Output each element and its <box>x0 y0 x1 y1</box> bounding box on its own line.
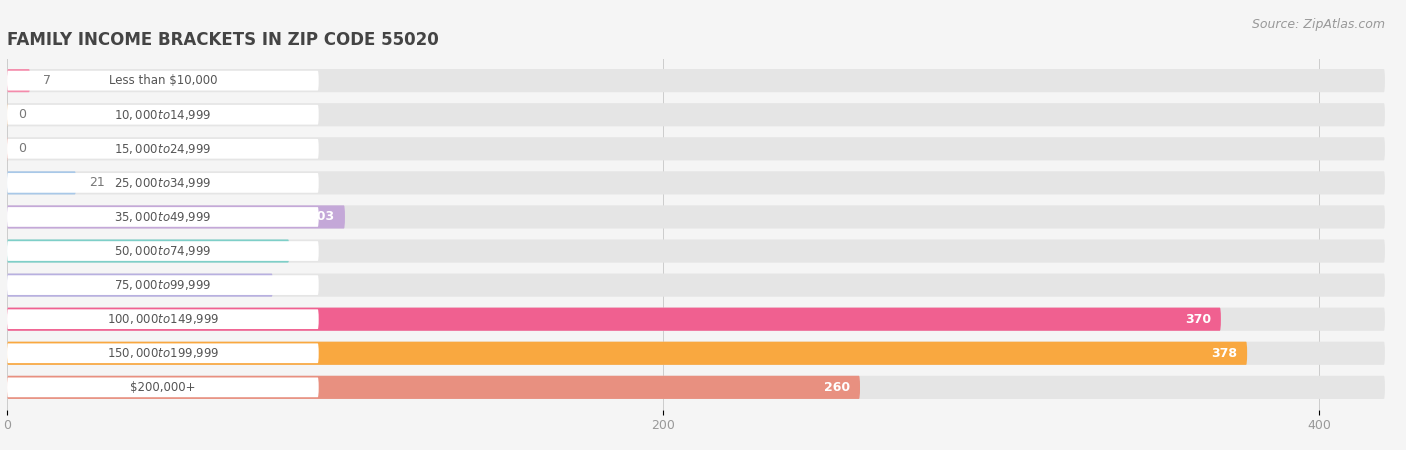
Text: 0: 0 <box>18 108 27 121</box>
FancyBboxPatch shape <box>7 171 1385 194</box>
Text: 103: 103 <box>309 211 335 224</box>
Text: $15,000 to $24,999: $15,000 to $24,999 <box>114 142 211 156</box>
FancyBboxPatch shape <box>7 241 319 261</box>
FancyBboxPatch shape <box>7 207 319 227</box>
FancyBboxPatch shape <box>7 239 290 263</box>
Text: $35,000 to $49,999: $35,000 to $49,999 <box>114 210 211 224</box>
FancyBboxPatch shape <box>7 274 1385 297</box>
Text: $50,000 to $74,999: $50,000 to $74,999 <box>114 244 211 258</box>
FancyBboxPatch shape <box>7 139 319 159</box>
Text: $75,000 to $99,999: $75,000 to $99,999 <box>114 278 211 292</box>
FancyBboxPatch shape <box>7 343 319 363</box>
Text: 378: 378 <box>1212 347 1237 360</box>
Text: FAMILY INCOME BRACKETS IN ZIP CODE 55020: FAMILY INCOME BRACKETS IN ZIP CODE 55020 <box>7 31 439 49</box>
FancyBboxPatch shape <box>7 239 1385 263</box>
FancyBboxPatch shape <box>7 171 76 194</box>
FancyBboxPatch shape <box>7 69 30 92</box>
FancyBboxPatch shape <box>7 103 1385 126</box>
FancyBboxPatch shape <box>7 69 1385 92</box>
Text: 7: 7 <box>44 74 51 87</box>
Text: 81: 81 <box>246 279 263 292</box>
FancyBboxPatch shape <box>7 275 319 295</box>
Text: $150,000 to $199,999: $150,000 to $199,999 <box>107 346 219 360</box>
FancyBboxPatch shape <box>7 105 319 125</box>
FancyBboxPatch shape <box>7 308 1385 331</box>
FancyBboxPatch shape <box>7 342 1247 365</box>
FancyBboxPatch shape <box>7 376 860 399</box>
FancyBboxPatch shape <box>7 308 1220 331</box>
FancyBboxPatch shape <box>7 137 1385 160</box>
FancyBboxPatch shape <box>7 205 1385 229</box>
Text: 0: 0 <box>18 142 27 155</box>
FancyBboxPatch shape <box>7 376 1385 399</box>
Text: $10,000 to $14,999: $10,000 to $14,999 <box>114 108 211 122</box>
Text: 260: 260 <box>824 381 851 394</box>
Text: Less than $10,000: Less than $10,000 <box>108 74 217 87</box>
FancyBboxPatch shape <box>7 71 319 90</box>
FancyBboxPatch shape <box>7 274 273 297</box>
FancyBboxPatch shape <box>7 173 319 193</box>
Text: $25,000 to $34,999: $25,000 to $34,999 <box>114 176 211 190</box>
FancyBboxPatch shape <box>7 378 319 397</box>
FancyBboxPatch shape <box>7 342 1385 365</box>
Text: 21: 21 <box>89 176 105 189</box>
Text: Source: ZipAtlas.com: Source: ZipAtlas.com <box>1251 18 1385 31</box>
Text: $200,000+: $200,000+ <box>131 381 195 394</box>
Text: 86: 86 <box>262 244 280 257</box>
FancyBboxPatch shape <box>7 309 319 329</box>
FancyBboxPatch shape <box>7 205 344 229</box>
Text: 370: 370 <box>1185 313 1211 326</box>
Text: $100,000 to $149,999: $100,000 to $149,999 <box>107 312 219 326</box>
